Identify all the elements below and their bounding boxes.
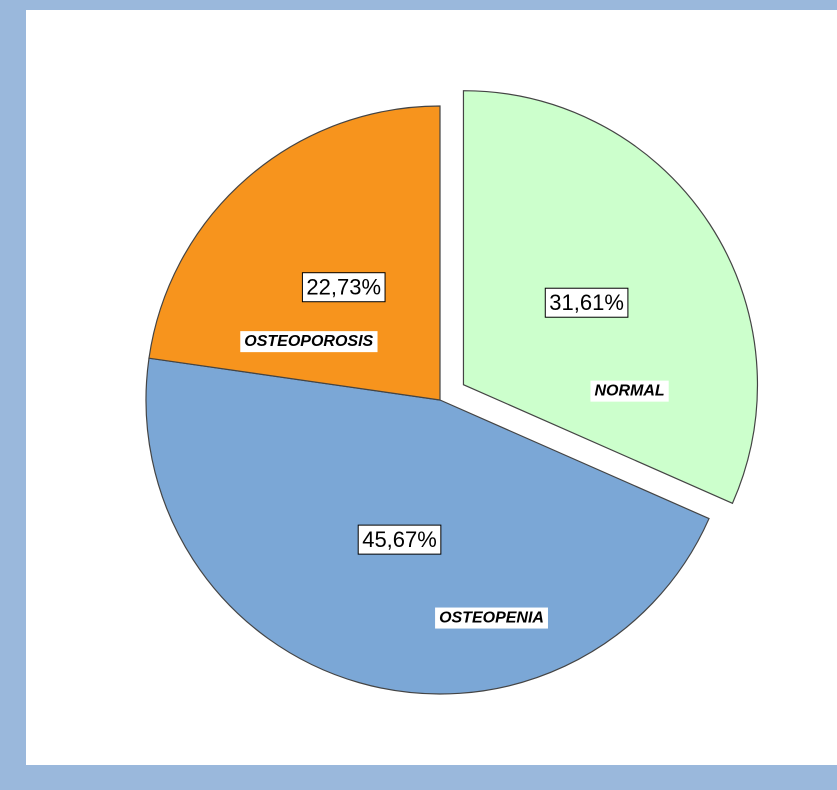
value-label-box (357, 524, 442, 555)
category-label-box (240, 331, 378, 353)
category-label: OSTEOPENIA (439, 610, 544, 627)
value-label-box (544, 287, 629, 318)
value-label: 45,67% (362, 527, 437, 552)
value-label-box (301, 272, 386, 303)
category-label: NORMAL (594, 383, 664, 400)
pie-slice (148, 105, 441, 401)
value-label: 22,73% (306, 275, 381, 300)
category-label: OSTEOPOROSIS (244, 333, 373, 350)
value-label: 31,61% (549, 290, 624, 315)
category-label-box (590, 380, 669, 402)
category-label-box (435, 607, 548, 629)
